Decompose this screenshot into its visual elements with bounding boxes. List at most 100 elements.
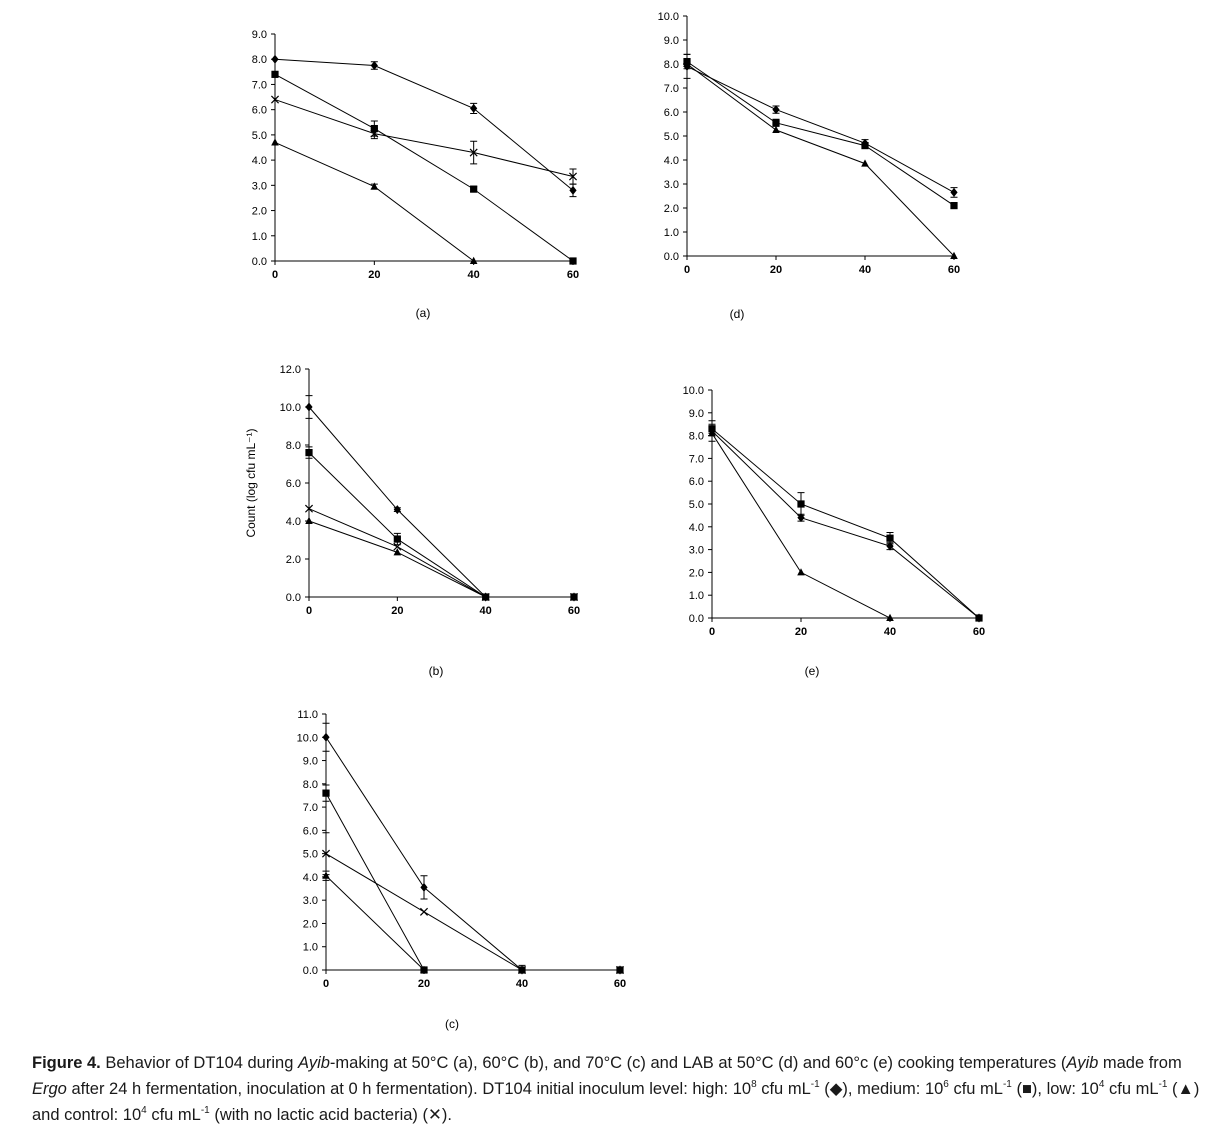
panel-label: (e) <box>805 664 820 678</box>
y-tick-label: 2.0 <box>664 203 679 215</box>
x-tick-label: 60 <box>948 264 960 276</box>
y-tick-label: 8.0 <box>303 779 318 791</box>
y-tick-label: 3.0 <box>689 545 704 557</box>
y-tick-label: 4.0 <box>303 872 318 884</box>
series-line <box>308 520 574 598</box>
square-marker <box>569 257 577 265</box>
y-tick-label: 1.0 <box>252 231 267 243</box>
y-tick-label: 5.0 <box>689 499 704 511</box>
chart-e: 0.0 1.0 2.0 3.0 4.0 5.0 6.0 7.0 8.0 9.0 10.0 0 20 40 6… <box>683 385 986 678</box>
square-marker <box>886 534 894 542</box>
caption-text: (▲) and control: 10 <box>32 1080 1200 1124</box>
y-tick-label: 7.0 <box>252 79 267 91</box>
y-tick-label: 1.0 <box>689 590 704 602</box>
caption-text: cfu mL <box>948 1080 1003 1098</box>
y-tick-label: 0.0 <box>286 592 301 604</box>
x-tick-label: 60 <box>568 605 580 617</box>
y-tick-label: 0.0 <box>664 251 679 263</box>
cross-marker <box>469 148 478 157</box>
y-tick-label: 7.0 <box>664 83 679 95</box>
series-high <box>271 54 577 198</box>
caption-exponent: 4 <box>141 1105 147 1116</box>
series-low <box>271 138 478 264</box>
y-tick-label: 9.0 <box>689 408 704 420</box>
square-marker <box>322 789 330 797</box>
square-marker <box>797 500 805 508</box>
y-tick-label: 5.0 <box>303 849 318 861</box>
y-tick-label: 10.0 <box>683 385 704 397</box>
series-control <box>270 95 578 185</box>
y-tick-label: 4.0 <box>252 155 267 167</box>
square-marker <box>772 119 780 127</box>
x-tick-label: 60 <box>973 626 985 638</box>
series-medium <box>322 784 624 974</box>
y-tick-label: 6.0 <box>664 107 679 119</box>
y-tick-label: 0.0 <box>303 965 318 977</box>
y-tick-label: 4.0 <box>664 155 679 167</box>
x-tick-label: 0 <box>306 605 312 617</box>
caption-figure-label: Figure 4. <box>32 1054 101 1072</box>
caption-text: Behavior of DT104 during <box>100 1054 298 1072</box>
triangle-marker <box>393 548 402 556</box>
caption-text: (■), low: 10 <box>1011 1080 1099 1098</box>
series-line <box>686 63 955 257</box>
series-low <box>683 59 958 259</box>
diamond-marker <box>950 187 958 197</box>
series-line <box>711 433 891 619</box>
caption-exponent: 6 <box>943 1079 949 1090</box>
series-medium <box>305 446 578 601</box>
cross-marker <box>321 849 331 858</box>
series-line <box>711 428 980 619</box>
diamond-marker <box>772 105 780 115</box>
y-tick-label: 12.0 <box>280 364 301 376</box>
x-tick-label: 0 <box>709 626 715 638</box>
panel-label: (c) <box>445 1017 459 1031</box>
y-tick-label: 8.0 <box>252 54 267 66</box>
cross-marker <box>481 592 490 602</box>
series-line <box>274 99 574 177</box>
square-marker <box>861 142 869 150</box>
x-tick-label: 40 <box>480 605 492 617</box>
cross-marker <box>615 965 625 975</box>
y-tick-label: 8.0 <box>286 440 301 452</box>
diamond-marker <box>322 732 330 742</box>
y-tick-label: 8.0 <box>689 431 704 443</box>
triangle-marker <box>370 182 379 190</box>
cross-marker <box>568 172 578 181</box>
caption-text: cfu mL <box>146 1106 201 1124</box>
y-tick-label: 4.0 <box>689 522 704 534</box>
x-tick-label: 20 <box>795 626 807 638</box>
caption-text: after 24 h fermentation, inoculation at … <box>66 1080 752 1098</box>
triangle-marker <box>420 965 428 973</box>
series-line <box>274 58 574 191</box>
y-tick-label: 8.0 <box>664 59 679 71</box>
y-tick-label: 6.0 <box>286 478 301 490</box>
caption-text: -making at 50°C (a), 60°C (b), and 70°C … <box>329 1054 1067 1072</box>
y-tick-label: 6.0 <box>252 105 267 117</box>
triangle-marker <box>469 256 478 264</box>
y-tick-label: 11.0 <box>297 709 318 721</box>
series-control <box>304 504 579 602</box>
caption-text: (◆), medium: 10 <box>819 1080 944 1098</box>
x-tick-label: 40 <box>884 626 896 638</box>
square-marker <box>975 614 983 622</box>
cross-marker <box>370 129 379 138</box>
diamond-marker <box>305 402 313 412</box>
caption-exponent: -1 <box>1158 1079 1168 1090</box>
series-line <box>325 736 620 971</box>
cross-marker <box>569 592 579 602</box>
cross-marker <box>419 907 429 916</box>
series-high <box>322 722 624 975</box>
diamond-marker <box>393 505 401 515</box>
y-tick-label: 6.0 <box>689 476 704 488</box>
cross-marker <box>270 95 280 104</box>
x-tick-label: 40 <box>859 264 871 276</box>
triangle-marker <box>950 251 958 259</box>
x-tick-label: 0 <box>272 269 278 281</box>
cross-marker <box>517 965 527 975</box>
caption-text: cfu mL <box>1104 1080 1159 1098</box>
triangle-marker <box>797 568 805 576</box>
caption-italic-ayib: Ayib <box>297 1054 330 1072</box>
x-tick-label: 20 <box>391 605 403 617</box>
caption-italic-ergo: Ergo <box>32 1080 67 1098</box>
